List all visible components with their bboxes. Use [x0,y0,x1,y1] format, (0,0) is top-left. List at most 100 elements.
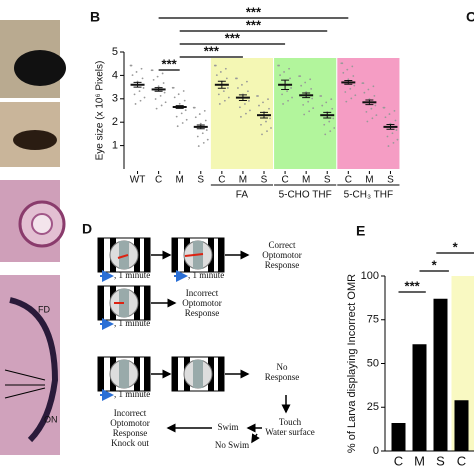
diagram-text: Incorrect [114,408,147,418]
scatter-hint [223,99,226,102]
scatter-hint [202,141,205,144]
scatter-hint [278,64,280,67]
error-bar [217,80,226,89]
significance-label: * [453,239,459,254]
scatter-hint [142,87,145,89]
scatter-hint [161,72,164,75]
stripe [218,357,224,391]
scatter-hint [261,133,263,136]
error-bar [196,124,205,130]
x-tick-label: C [394,453,403,468]
group-band [210,58,273,169]
error-bar [365,99,374,106]
x-tick-label: S [197,175,204,186]
significance-label: * [432,257,438,272]
dish-stripe [119,241,129,269]
scatter-hint [349,87,352,90]
y-tick-label: 50 [367,357,379,369]
scatter-hint [198,113,201,115]
image-label: ON [44,414,58,424]
scatter-hint [373,95,376,97]
diagram-text: Response [265,372,300,382]
stripe [98,238,104,272]
scatter-hint [311,97,314,100]
significance-label: *** [204,43,220,58]
scatter-hint [219,71,222,73]
panel-letter: E [356,223,365,239]
group-band [274,58,337,169]
scatter-hint [164,101,167,104]
y-tick-label: 3 [112,93,118,105]
scatter-hint [217,93,220,96]
scatter-hint [388,113,391,115]
scatter-hint [372,85,375,88]
error-bar [386,124,395,130]
y-axis-label: % of Larva displaying Incorrect OMR [346,274,358,453]
scatter-hint [197,145,200,147]
group-label: FA [236,190,249,201]
stripe [144,238,150,272]
scatter-hint [241,83,243,86]
scatter-hint [160,104,163,107]
scatter-hint [345,100,348,103]
x-tick-label: S [261,175,268,186]
scatter-hint [175,115,178,118]
x-tick-label: M [302,175,310,186]
scatter-hint [371,117,374,120]
scatter-hint [246,80,248,83]
scatter-hint [196,135,199,138]
scatter-hint [236,77,238,80]
y-axis-label: Eye size (x 10⁶ Pixels) [95,61,106,161]
scatter-hint [289,77,291,80]
x-tick-label: S [387,175,394,186]
scatter-hint [194,116,197,119]
scatter-hint [302,103,305,106]
scatter-hint [362,82,365,85]
scatter-hint [344,91,347,93]
diagram-text: , 1 minute [114,318,150,328]
scatter-hint [290,87,292,89]
scatter-hint [383,106,386,109]
scatter-hint [342,71,345,74]
y-tick-label: 2 [112,116,118,128]
scatter-hint [173,96,176,99]
diagram-text: No [277,362,288,372]
diagram-text: Incorrect [186,288,219,298]
scatter-hint [258,104,260,107]
scatter-hint [214,64,217,67]
scatter-hint [225,77,228,80]
scatter-hint [131,74,134,77]
stripe [144,286,150,320]
diagram-text: Optomotor [182,298,222,308]
scatter-hint [134,103,137,105]
scatter-hint [156,75,159,78]
scatter-hint [237,87,239,89]
scatter-hint [304,81,307,84]
scatter-hint [226,87,229,89]
scatter-hint [291,96,293,99]
bar [433,298,448,451]
scatter-hint [387,145,390,147]
scatter-hint [281,93,283,96]
scatter-hint [151,69,154,72]
diagram-text: Optomotor [262,250,302,260]
error-bar [260,111,268,119]
scatter-hint [177,93,180,96]
scatter-hint [140,67,143,70]
significance-label: *** [246,17,262,32]
scatter-hint [363,91,366,94]
scatter-hint [138,90,141,93]
scatter-hint [347,78,350,81]
scatter-hint [323,123,326,126]
scatter-hint [193,106,196,109]
scatter-hint [341,62,344,65]
scatter-hint [185,118,188,121]
scatter-hint [183,99,186,102]
scatter-hint [333,127,336,129]
scatter-hint [201,132,204,135]
scatter-hint [370,107,373,110]
bar [454,400,469,451]
scatter-hint [265,120,267,123]
scatter-hint [286,90,288,93]
